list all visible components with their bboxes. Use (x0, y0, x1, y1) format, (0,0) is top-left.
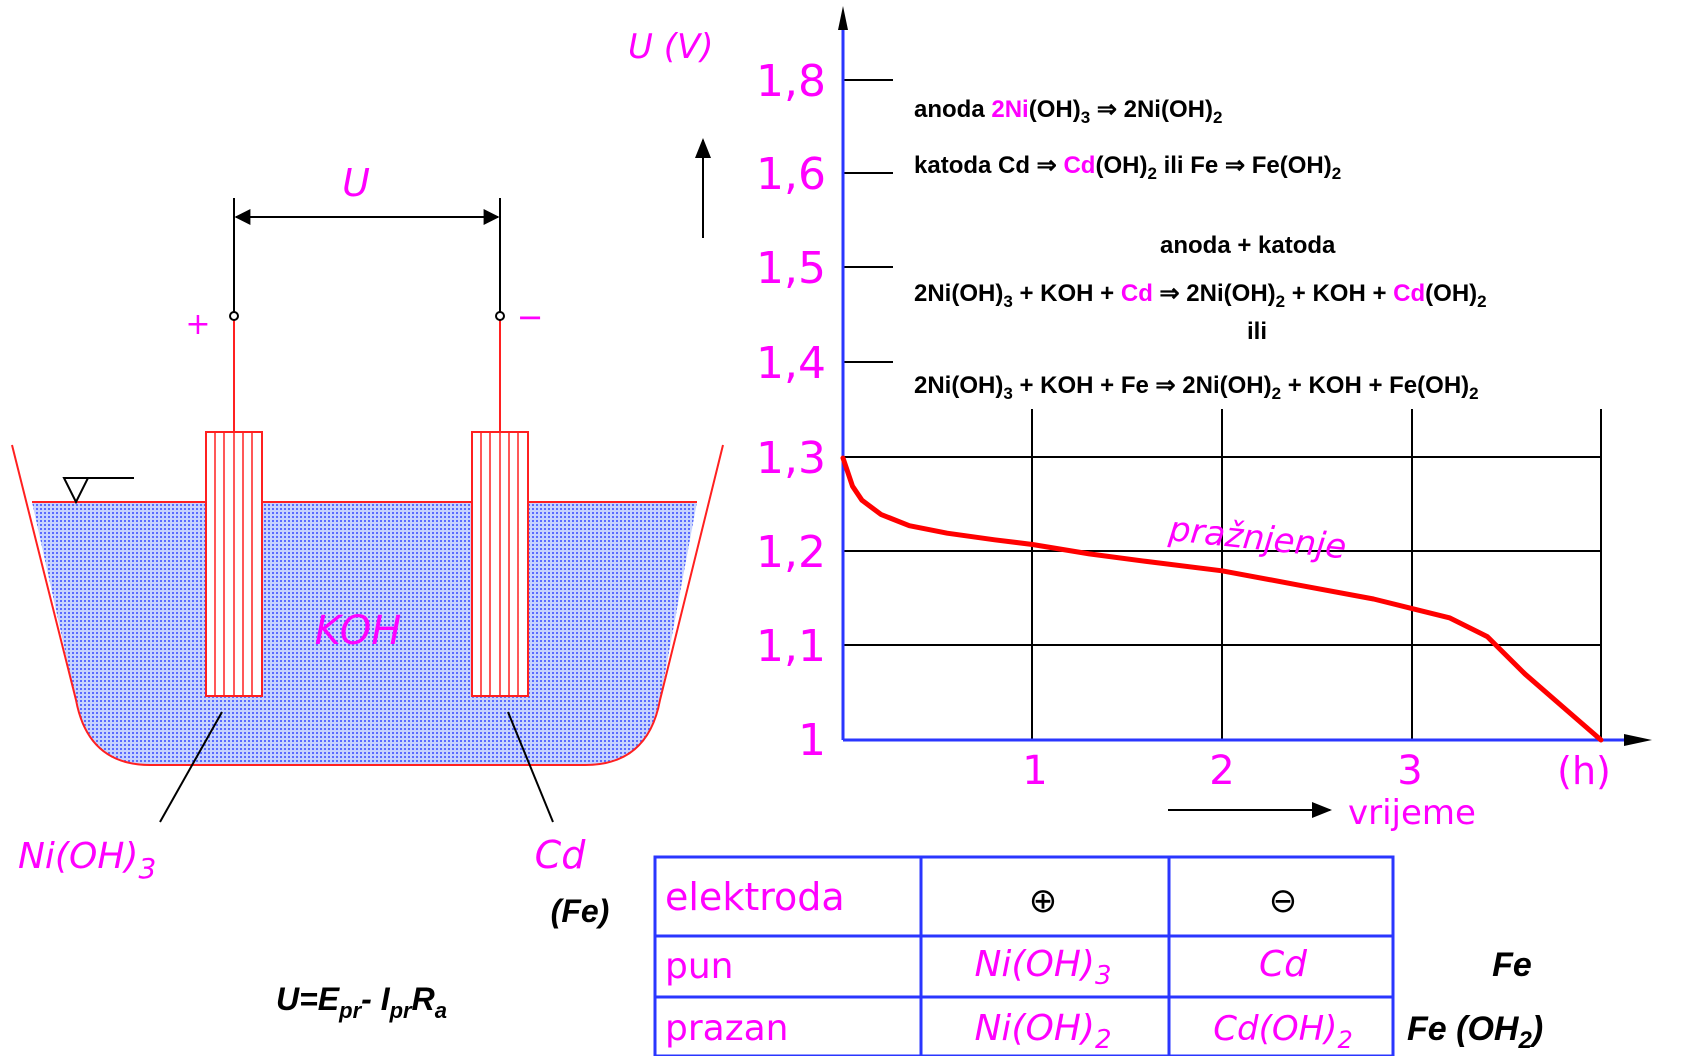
table-row-label-empty: prazan (665, 1008, 789, 1049)
positive-electrode-label: Ni(OH)3 (18, 836, 156, 885)
discharge-curve (840, 455, 1604, 743)
combined-reaction-fe: 2Ni(OH)3 + KOH + Fe ⇒ 2Ni(OH)2 + KOH + F… (914, 372, 1479, 403)
reaction-equations: anoda 2Ni(OH)3 ⇒ 2Ni(OH)2 katoda Cd ⇒ Cd… (914, 96, 1487, 403)
y-tick-label: 1,1 (756, 621, 826, 672)
negative-electrode-alt: (Fe) (551, 893, 610, 929)
y-tick-label: 1 (798, 715, 826, 766)
cathode-reaction: katoda Cd ⇒ Cd(OH)2 ili Fe ⇒ Fe(OH)2 (914, 152, 1341, 183)
y-tick-label: 1,5 (756, 243, 826, 294)
x-axis-unit: (h) (1557, 749, 1611, 793)
ili-label: ili (1247, 318, 1267, 345)
liquid-level-icon (62, 477, 134, 505)
x-axis-label: vrijeme (1348, 793, 1476, 833)
vessel-outline (11, 444, 724, 766)
voltage-label: U (342, 161, 370, 205)
minus-sign: − (517, 298, 544, 336)
y-axis-arrow-icon (838, 6, 848, 30)
combined-reaction-cd: 2Ni(OH)3 + KOH + Cd ⇒ 2Ni(OH)2 + KOH + C… (914, 280, 1487, 311)
fe-oh-label: Fe (OH2) (1407, 1010, 1543, 1054)
table-header-positive: ⊕ (1029, 881, 1058, 921)
electrode-table: elektroda ⊕ ⊖ pun Ni(OH)3 Cd prazan Ni(O… (653, 855, 1395, 1056)
y-ticks-upper (843, 79, 893, 363)
positive-terminal (229, 311, 239, 321)
combined-heading: anoda + katoda (1160, 232, 1336, 259)
x-tick-label: 3 (1397, 748, 1422, 794)
y-tick-label: 1,3 (756, 433, 826, 484)
y-tick-labels: 1 1,1 1,2 1,3 1,4 1,5 1,6 1,8 (756, 56, 826, 766)
x-tick-label: 1 (1022, 748, 1047, 794)
table-cell-full-negative: Cd (1259, 944, 1308, 985)
y-tick-label: 1,8 (756, 56, 826, 107)
electrochemical-cell: U + − KOH Ni(OH)3 Cd (Fe) U=Epr- IprRa (11, 161, 724, 1023)
x-tick-labels: 1 2 3 (1022, 748, 1422, 794)
x-tick-label: 2 (1209, 748, 1234, 794)
table-header-electrode: elektroda (665, 875, 845, 919)
y-axis-label: U (V) (628, 27, 713, 67)
electrolyte-label: KOH (315, 608, 402, 654)
chart-grid (843, 409, 1602, 740)
negative-electrode-label: Cd (535, 833, 587, 877)
table-row-label-full: pun (665, 946, 733, 987)
y-tick-label: 1,4 (756, 338, 826, 389)
table-cell-empty-negative: Cd(OH)2 (1213, 1009, 1352, 1054)
x-axis-arrow-icon (1624, 734, 1652, 746)
negative-electrode (471, 320, 529, 697)
negative-terminal (495, 311, 505, 321)
plus-sign: + (185, 307, 210, 342)
table-cell-full-positive: Ni(OH)3 (975, 944, 1112, 991)
discharge-chart: U (V) vrijeme (h) 1 1,1 1,2 1,3 1,4 1,5 … (628, 6, 1652, 833)
voltage-formula: U=Epr- IprRa (276, 981, 447, 1023)
fe-label: Fe (1492, 946, 1532, 984)
electrolyte-koh (32, 502, 697, 765)
table-cell-empty-positive: Ni(OH)2 (975, 1008, 1112, 1055)
anode-reaction: anoda 2Ni(OH)3 ⇒ 2Ni(OH)2 (914, 96, 1222, 127)
positive-electrode (205, 320, 263, 697)
series-label: pražnjenje (1166, 509, 1348, 567)
y-tick-label: 1,6 (756, 149, 826, 200)
y-tick-label: 1,2 (756, 527, 826, 578)
table-header-negative: ⊖ (1269, 881, 1298, 921)
